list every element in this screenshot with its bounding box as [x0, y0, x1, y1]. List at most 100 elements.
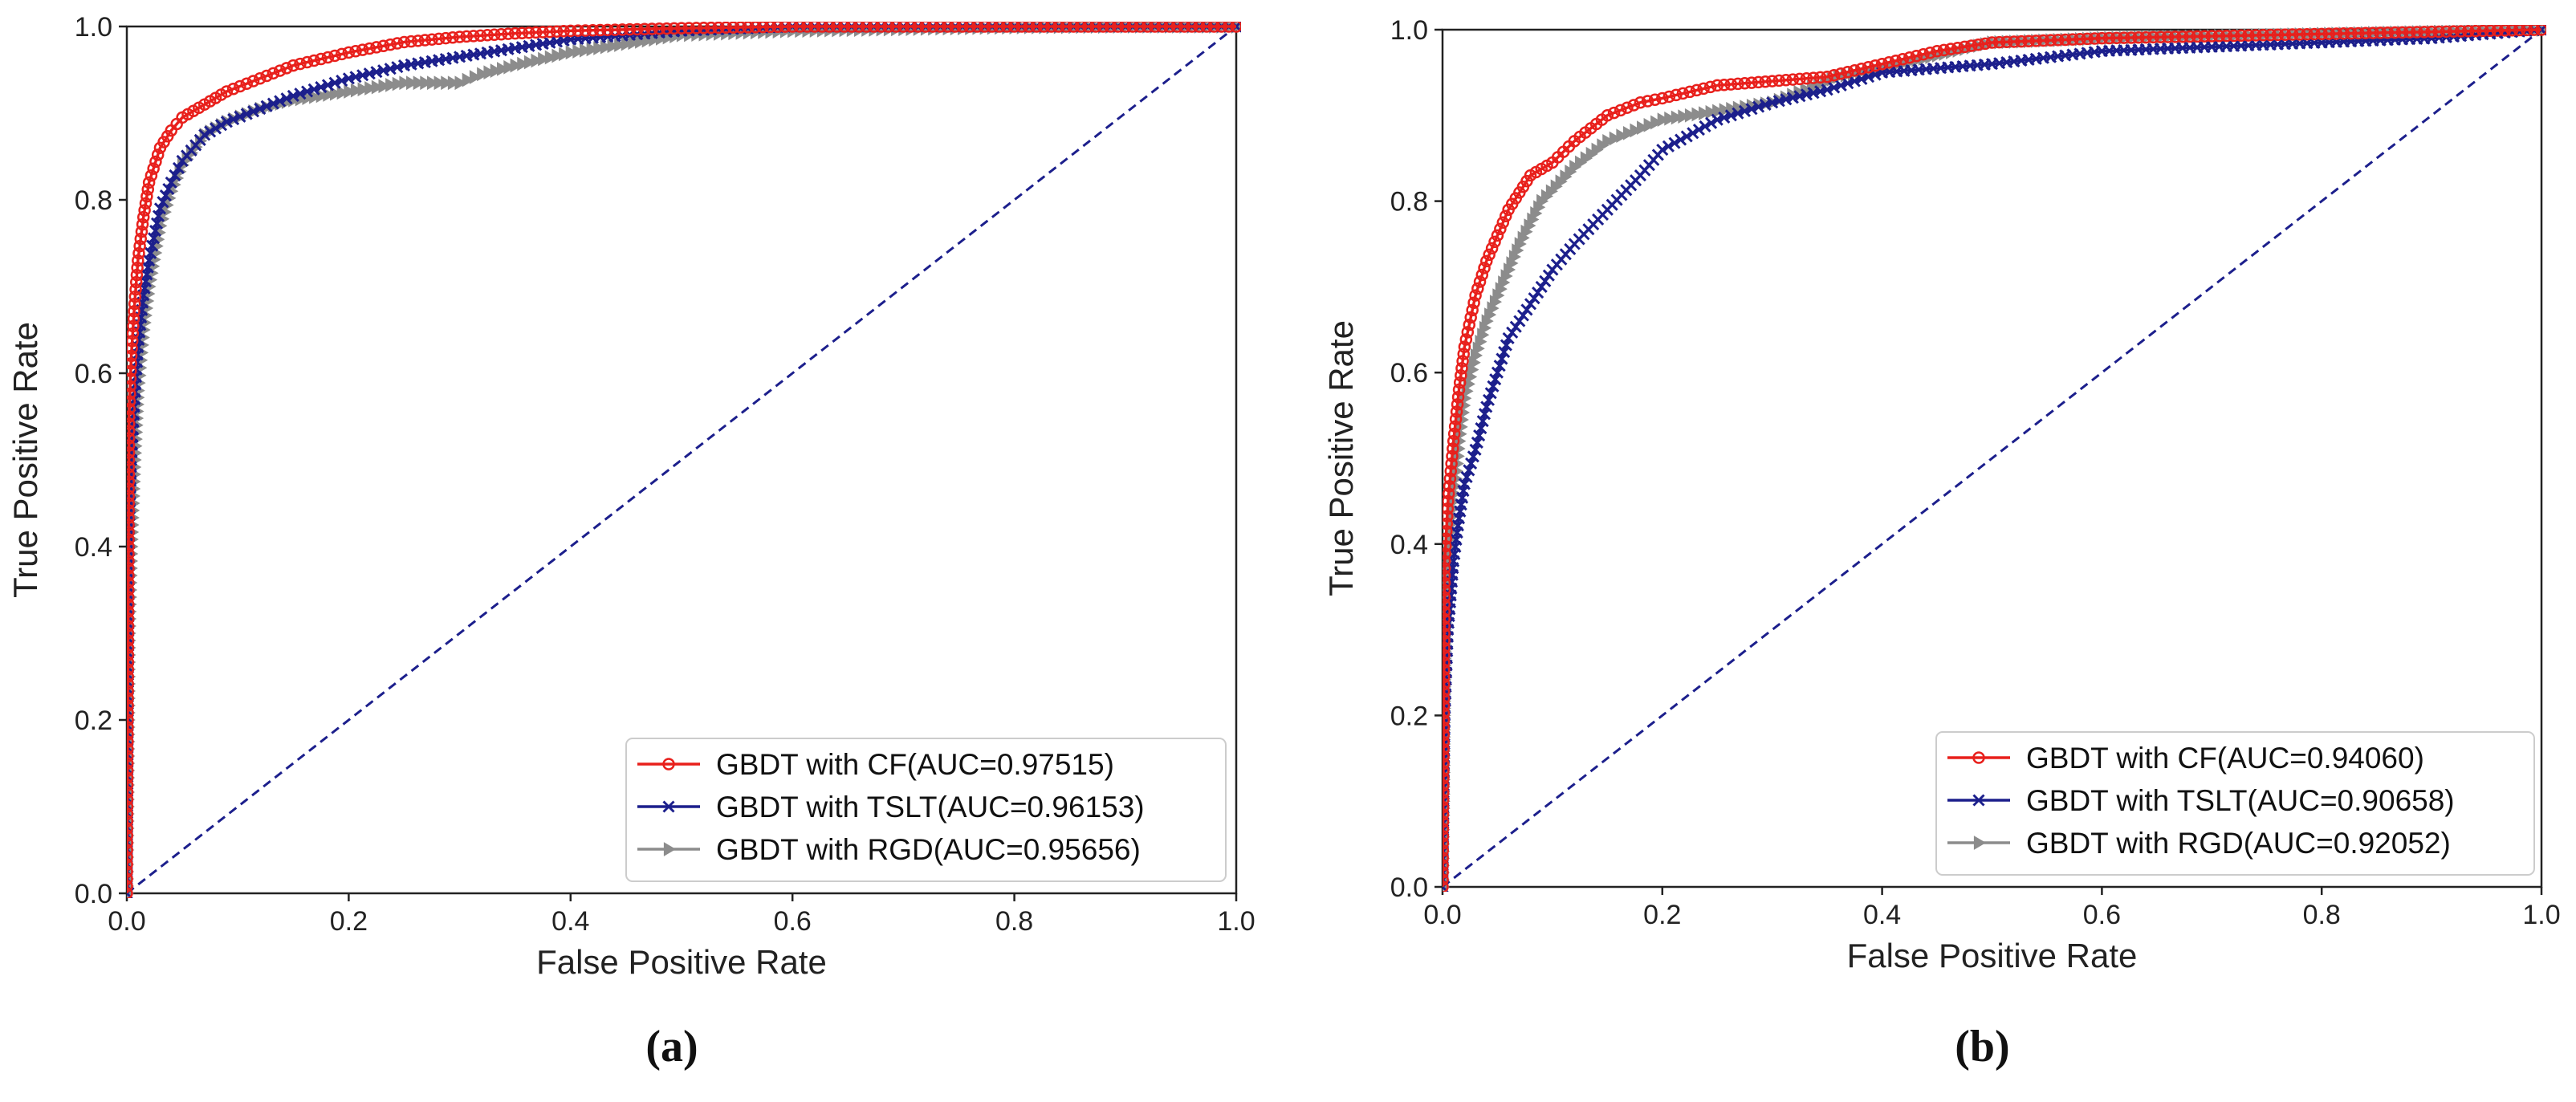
series-point — [454, 75, 467, 91]
series-point — [1443, 634, 1451, 648]
series-point — [1535, 280, 1548, 293]
series-point — [446, 31, 459, 44]
series-point — [127, 836, 134, 849]
series-point — [127, 656, 135, 669]
series-point — [1443, 794, 1450, 807]
series-point — [1718, 79, 1731, 91]
series-point — [1657, 112, 1670, 128]
series-point — [986, 22, 999, 33]
series-point — [127, 468, 136, 481]
series-point — [1451, 390, 1465, 404]
series-point — [600, 39, 612, 55]
series-point — [127, 518, 135, 531]
x-tick-label: 1.0 — [1217, 906, 1255, 937]
series-point — [260, 69, 273, 83]
series-point — [1482, 393, 1496, 406]
series-point — [845, 22, 858, 33]
series-point — [1745, 76, 1758, 89]
series-point — [1443, 677, 1451, 691]
series-point — [136, 210, 150, 224]
series-point — [460, 30, 473, 43]
series-point — [127, 605, 135, 618]
series-point — [157, 196, 169, 209]
series-point — [1614, 104, 1627, 117]
series-point — [2461, 25, 2475, 38]
series-point — [1443, 539, 1452, 553]
series-point — [1443, 612, 1451, 626]
series-point — [1958, 40, 1972, 54]
series-point — [1951, 41, 1964, 55]
series-point — [153, 202, 167, 215]
series-point — [1765, 75, 1779, 87]
series-point — [1443, 510, 1454, 523]
series-point — [127, 417, 136, 430]
x-tick-label: 0.0 — [1423, 900, 1461, 930]
series-point — [151, 148, 165, 161]
series-point — [779, 22, 792, 33]
series-point — [413, 75, 425, 91]
series-point — [198, 128, 211, 141]
series-point — [127, 822, 134, 835]
x-tick-label: 0.2 — [330, 906, 368, 937]
series-point — [771, 22, 784, 34]
series-point — [1738, 104, 1752, 118]
series-point — [481, 29, 494, 42]
series-point — [1488, 235, 1501, 249]
series-point — [127, 598, 135, 611]
diagonal-line — [127, 25, 1237, 895]
y-axis-title: True Positive Rate — [6, 322, 44, 598]
y-tick-label: 0.0 — [1390, 872, 1428, 903]
series-point — [1979, 37, 1992, 51]
series-point — [315, 88, 328, 104]
series-circle — [127, 22, 1241, 898]
series-point — [1903, 51, 1916, 64]
series-point — [837, 22, 851, 33]
series-point — [2022, 35, 2035, 47]
series-point — [2271, 28, 2285, 42]
series-point — [1862, 60, 1875, 74]
series-point — [1471, 282, 1484, 295]
series-point — [2198, 30, 2211, 43]
series-point — [557, 25, 570, 38]
series-point — [2469, 25, 2482, 38]
series-point — [2242, 29, 2255, 42]
series-point — [127, 880, 133, 893]
series-point — [1443, 859, 1449, 872]
series-point — [630, 22, 644, 36]
series-point — [2227, 29, 2240, 43]
series-point — [128, 305, 140, 318]
series-point — [1443, 532, 1453, 545]
series-point — [2395, 26, 2409, 39]
series-point — [135, 225, 149, 238]
series-point — [586, 24, 600, 37]
series-point — [204, 125, 217, 138]
series-point — [254, 103, 267, 116]
series-point — [1443, 866, 1449, 879]
series-point — [1443, 692, 1451, 706]
series-point — [1453, 376, 1467, 389]
series-point — [254, 72, 267, 85]
series-point — [1443, 801, 1450, 814]
series-point — [1634, 96, 1647, 109]
series-point — [742, 22, 755, 34]
series-point — [127, 439, 136, 452]
series-point — [1443, 706, 1451, 720]
series-point — [1931, 44, 1943, 58]
series-point — [1711, 79, 1723, 92]
series-point — [1459, 333, 1473, 346]
series-point — [1491, 366, 1504, 379]
series-point — [2161, 30, 2175, 43]
series-point — [1602, 133, 1615, 148]
series-point — [1662, 90, 1676, 104]
series-point — [749, 22, 762, 34]
series-point — [127, 526, 135, 539]
series-point — [614, 38, 627, 52]
series-point — [2366, 26, 2379, 39]
series-point — [140, 189, 153, 203]
series-point — [1148, 22, 1162, 33]
series-point — [240, 108, 253, 120]
series-point — [607, 39, 620, 54]
series-point — [307, 54, 320, 67]
legend: GBDT with CF(AUC=0.94060) GBDT with TSLT(… — [1935, 731, 2535, 876]
series-point — [1699, 106, 1711, 121]
